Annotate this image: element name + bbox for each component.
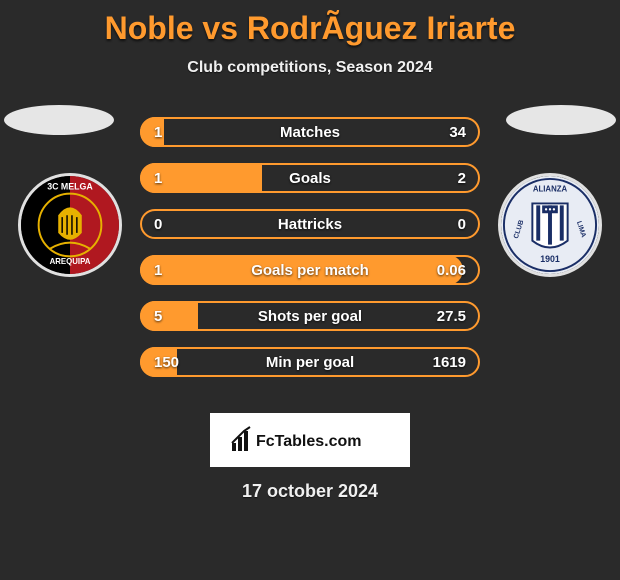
- bar-fill: [140, 301, 198, 331]
- svg-text:ALIANZA: ALIANZA: [533, 185, 568, 194]
- club-badge-left: 3C MELGA AREQUIPA: [18, 173, 122, 277]
- stat-right-value: 27.5: [437, 301, 466, 331]
- page-title: Noble vs RodrÃ­guez Iriarte: [0, 0, 620, 47]
- bar-fill: [140, 255, 463, 285]
- stat-right-value: 1619: [433, 347, 466, 377]
- stat-row: 1Goals per match0.06: [140, 255, 480, 285]
- branding-text: FcTables.com: [256, 433, 362, 450]
- svg-text:AREQUIPA: AREQUIPA: [50, 257, 91, 266]
- branding-box: FcTables.com: [210, 413, 410, 467]
- club-badge-right: ALIANZA CLUB LIMA 1901: [498, 173, 602, 277]
- stat-left-value: 1: [154, 117, 162, 147]
- subtitle: Club competitions, Season 2024: [0, 59, 620, 77]
- stat-right-value: 0.06: [437, 255, 466, 285]
- bar-outline: [140, 347, 480, 377]
- bar-outline: [140, 209, 480, 239]
- fctables-logo-icon: FcTables.com: [230, 425, 390, 455]
- stat-row: 5Shots per goal27.5: [140, 301, 480, 331]
- date-label: 17 october 2024: [0, 481, 620, 502]
- shadow-ellipse-right: [506, 105, 616, 135]
- stat-bars: 1Matches34 1Goals2 0Hattricks0 1Goals per m…: [140, 117, 480, 393]
- stat-left-value: 1: [154, 255, 162, 285]
- stat-left-value: 0: [154, 209, 162, 239]
- stat-left-value: 1: [154, 163, 162, 193]
- stat-right-value: 34: [449, 117, 466, 147]
- shadow-ellipse-left: [4, 105, 114, 135]
- stat-left-value: 5: [154, 301, 162, 331]
- svg-text:3C MELGA: 3C MELGA: [47, 182, 93, 192]
- stat-row: 1Matches34: [140, 117, 480, 147]
- stat-row: 1Goals2: [140, 163, 480, 193]
- stat-row: 150Min per goal1619: [140, 347, 480, 377]
- alianza-crest-icon: ALIANZA CLUB LIMA 1901: [501, 176, 599, 274]
- stat-right-value: 0: [458, 209, 466, 239]
- melgar-crest-icon: 3C MELGA AREQUIPA: [21, 176, 119, 274]
- comparison-stage: 3C MELGA AREQUIPA ALIANZA CLUB LIMA: [0, 103, 620, 403]
- svg-text:1901: 1901: [540, 254, 560, 264]
- stat-row: 0Hattricks0: [140, 209, 480, 239]
- stat-right-value: 2: [458, 163, 466, 193]
- stat-left-value: 150: [154, 347, 179, 377]
- bar-outline: [140, 117, 480, 147]
